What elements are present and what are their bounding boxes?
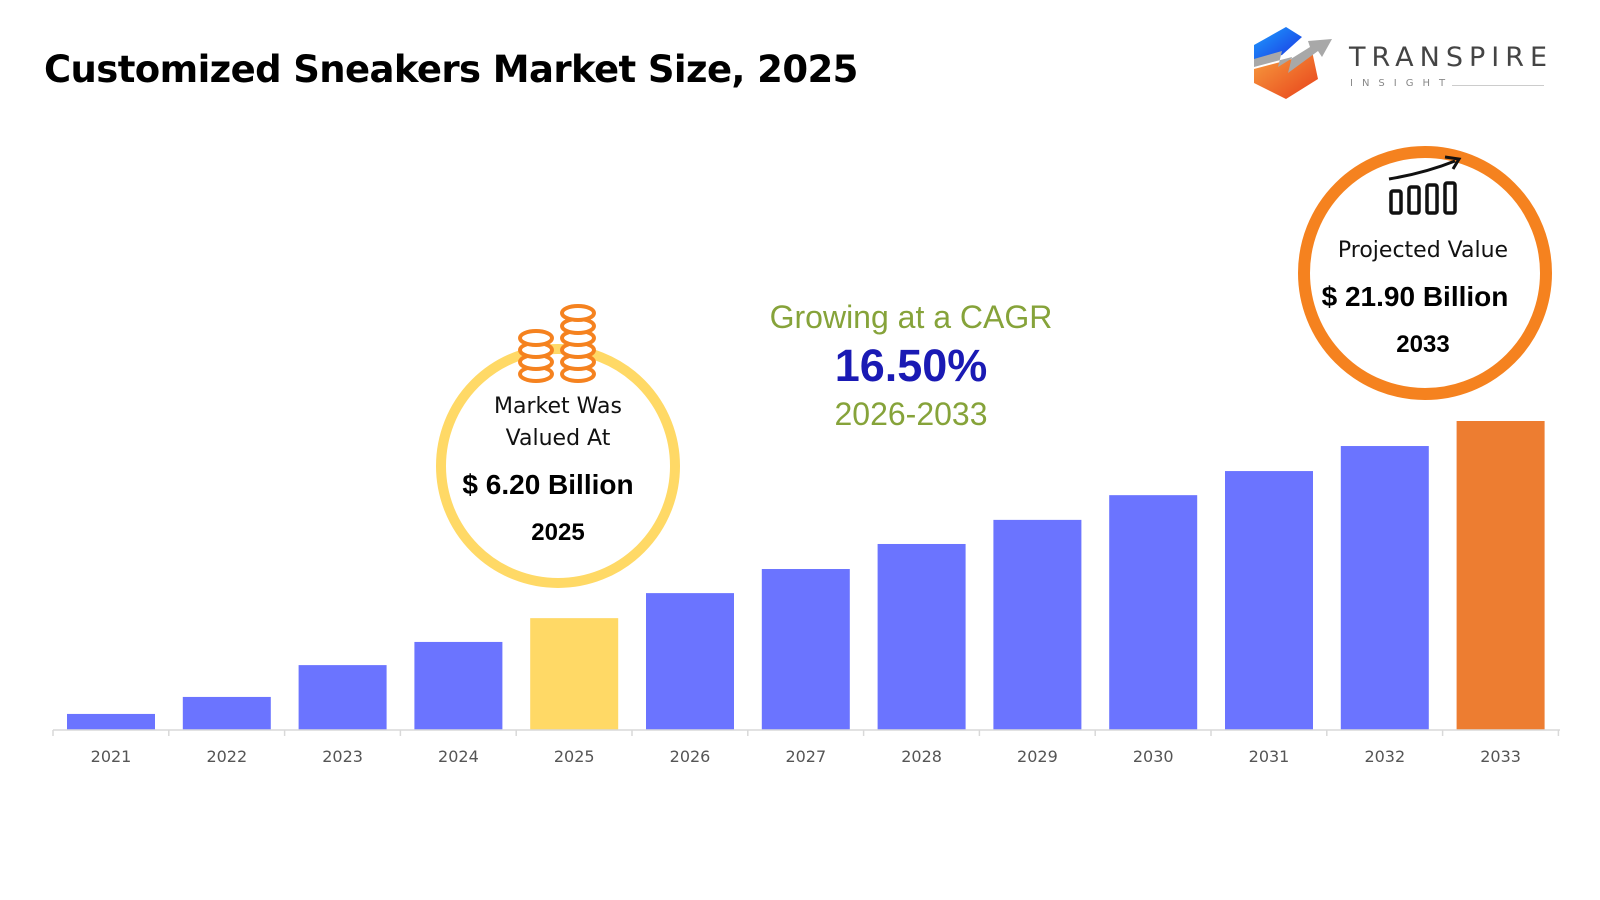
- projection-label: Projected Value: [1337, 238, 1509, 263]
- bar-2022: [182, 696, 271, 730]
- x-tick-label: 2030: [1133, 747, 1174, 766]
- x-tick-label: 2029: [1017, 747, 1058, 766]
- bar-2029: [993, 519, 1082, 730]
- bar-2024: [414, 641, 503, 730]
- bar-2028: [877, 543, 966, 730]
- coins-icon: [518, 304, 596, 383]
- x-tick-label: 2021: [91, 747, 132, 766]
- bar-2027: [761, 569, 850, 730]
- x-tick-label: 2023: [322, 747, 363, 766]
- bar-2032: [1340, 446, 1429, 730]
- bar-2030: [1109, 495, 1198, 730]
- page-title: Customized Sneakers Market Size, 2025: [44, 48, 858, 91]
- cagr-value: 16.50%: [834, 340, 988, 391]
- x-tick-label: 2028: [901, 747, 942, 766]
- cagr-label: Growing at a CAGR: [769, 299, 1053, 335]
- bar-2031: [1225, 471, 1313, 730]
- growth-chart-icon: [1388, 155, 1462, 215]
- projected-value: $ 21.90 Billion: [1321, 281, 1509, 312]
- x-tick-label: 2026: [670, 747, 711, 766]
- x-tick-label: 2032: [1364, 747, 1405, 766]
- x-tick-label: 2024: [438, 747, 479, 766]
- base-year: 2025: [531, 519, 585, 546]
- logo-divider: [1452, 85, 1544, 86]
- x-tick-label: 2033: [1480, 747, 1521, 766]
- x-tick-label: 2027: [785, 747, 826, 766]
- base-value: $ 6.20 Billion: [462, 469, 634, 500]
- bar-2025: [530, 618, 619, 730]
- projection-year: 2033: [1396, 331, 1450, 358]
- bar-2023: [298, 665, 387, 730]
- logo-name: TRANSPIRE: [1349, 42, 1554, 73]
- x-tick-label: 2031: [1249, 747, 1290, 766]
- bar-2033: [1456, 421, 1545, 730]
- bar-2026: [646, 593, 734, 730]
- base-year-callout-ring: [436, 344, 680, 588]
- logo-mark-icon: [1254, 27, 1332, 99]
- cagr-period: 2026-2033: [834, 396, 988, 432]
- logo-subtitle: INSIGHT: [1350, 78, 1455, 89]
- callout-line-2: Valued At: [505, 426, 611, 451]
- callout-line-1: Market Was: [494, 394, 622, 419]
- x-tick-label: 2025: [554, 747, 595, 766]
- bar-2021: [67, 713, 155, 730]
- x-tick-label: 2022: [206, 747, 247, 766]
